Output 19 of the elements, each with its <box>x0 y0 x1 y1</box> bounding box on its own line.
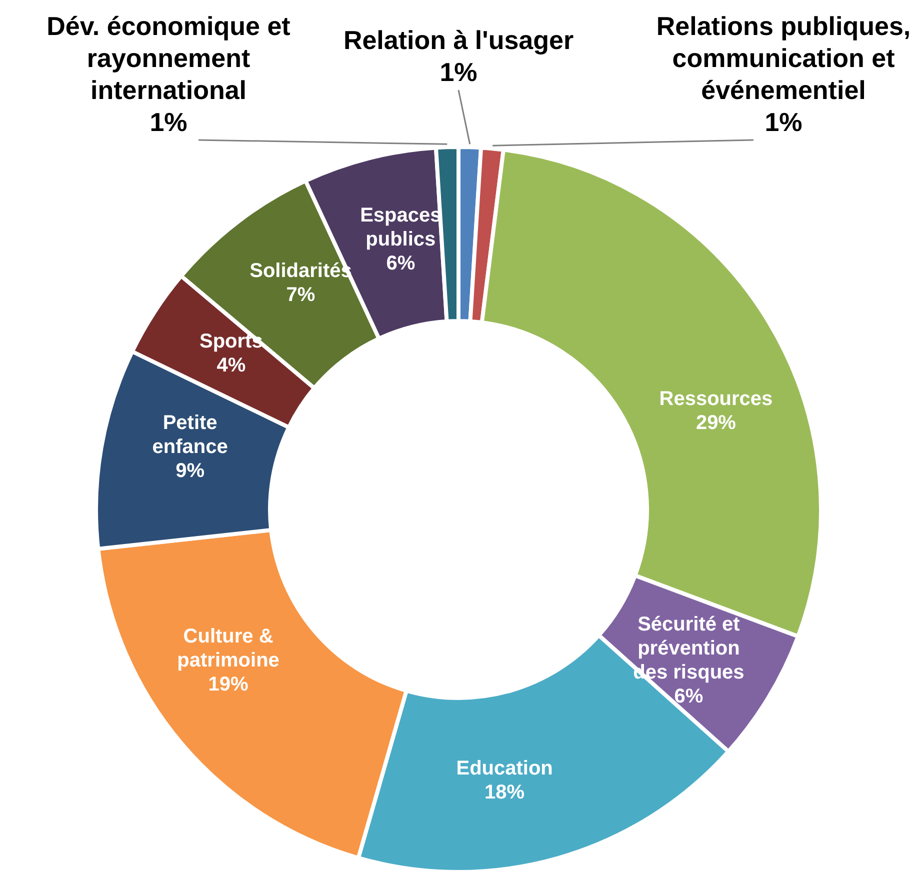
slice-label: Culture & patrimoine <box>177 625 280 672</box>
slice-label: Petite enfance <box>152 412 228 458</box>
data-label: 19% <box>208 673 249 696</box>
data-label: 18% <box>484 782 525 804</box>
slice-label: Dév. économique et rayonnement international <box>46 11 291 106</box>
data-label: 4% <box>216 354 246 376</box>
slice-label: Education <box>456 758 553 780</box>
data-label: 6% <box>386 252 416 275</box>
data-label: 1% <box>440 57 478 88</box>
data-label: 1% <box>764 107 802 138</box>
data-label: 7% <box>286 284 316 306</box>
data-label: 29% <box>696 412 736 434</box>
data-label: 9% <box>176 460 205 482</box>
data-label: 1% <box>150 107 188 138</box>
data-label: 6% <box>674 685 704 708</box>
slice-label: Relation à l'usager <box>343 25 574 56</box>
slice-label: Ressources <box>659 388 773 410</box>
slice-label: Espaces publics <box>360 204 442 251</box>
slice-label: Relations publiques, communication et événementiel <box>656 11 911 106</box>
